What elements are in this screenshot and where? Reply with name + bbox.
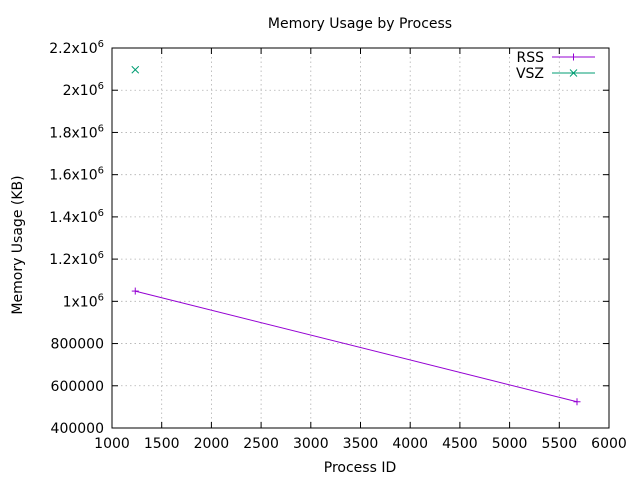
- x-tick-label: 3500: [343, 436, 379, 452]
- y-tick-label: 2.2x106: [49, 39, 104, 57]
- series-rss: [131, 287, 581, 406]
- x-tick-label: 6000: [591, 436, 627, 452]
- x-tick-label: 2500: [243, 436, 279, 452]
- x-tick-label: 1500: [144, 436, 180, 452]
- y-tick-label: 1.8x106: [49, 123, 104, 141]
- x-tick-label: 2000: [194, 436, 230, 452]
- x-tick-label: 4000: [392, 436, 428, 452]
- y-tick-label: 1.6x106: [49, 166, 104, 184]
- x-tick-label: 1000: [94, 436, 130, 452]
- rss-point: [131, 287, 139, 295]
- y-tick-label: 600000: [51, 379, 104, 395]
- rss-line: [135, 290, 578, 403]
- x-tick-label: 3000: [293, 436, 329, 452]
- y-tick-label: 1x106: [63, 292, 104, 310]
- grid: [112, 48, 609, 428]
- y-tick-label: 1.2x106: [49, 250, 104, 268]
- vsz-point: [131, 65, 140, 74]
- y-tick-label: 2x106: [63, 81, 104, 99]
- y-tick-label: 800000: [51, 337, 104, 353]
- plot-frame: [111, 47, 610, 429]
- plot-series: [131, 65, 581, 406]
- legend-label-rss: RSS: [516, 50, 544, 66]
- legend-marker-vsz: [569, 69, 578, 77]
- y-axis-title: Memory Usage (KB): [10, 175, 26, 314]
- y-tick-label: 1.4x106: [49, 208, 104, 226]
- x-tick-label: 4500: [442, 436, 478, 452]
- x-tick-label: 5500: [541, 436, 577, 452]
- x-axis-title: Process ID: [324, 460, 396, 476]
- series-vsz: [131, 65, 140, 74]
- rss-point: [573, 398, 581, 406]
- y-tick-label: 400000: [51, 421, 104, 437]
- tick-labels: 1000 1500 2000 2500 3000 3500 4000 4500 5000 5500…: [49, 39, 627, 452]
- chart-title: Memory Usage by Process: [268, 16, 452, 32]
- legend-marker-vsz-d2: [569, 69, 578, 77]
- x-tick-label: 5000: [492, 436, 528, 452]
- legend-marker-rss: [570, 53, 577, 61]
- legend-label-vsz: VSZ: [516, 66, 544, 82]
- vsz-point-d2: [131, 65, 140, 74]
